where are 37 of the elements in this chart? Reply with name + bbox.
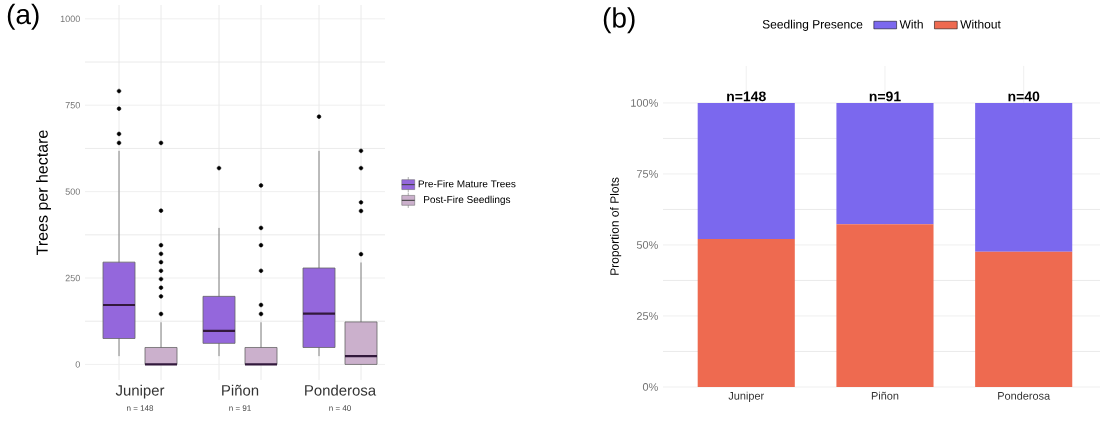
legend-label: Without <box>960 19 1001 29</box>
bar <box>975 251 1073 387</box>
y-tick-label: 750 <box>65 102 80 109</box>
y-tick-label: 1000 <box>60 15 80 23</box>
y-tick-label: 0% <box>642 383 658 391</box>
bar <box>697 238 795 387</box>
bar <box>975 102 1073 252</box>
legend-label: Post-Fire Seedlings <box>424 195 511 206</box>
legend-label: Pre-Fire Mature Trees <box>418 180 516 188</box>
bar <box>697 102 795 239</box>
annotation: n=40 <box>1008 91 1040 102</box>
annotation: n=148 <box>727 91 766 102</box>
x-tick-label: Piñon <box>222 384 259 396</box>
x-tick-label: Juniper <box>115 384 165 399</box>
text: n = 148 <box>127 405 154 411</box>
x-tick-label: Piñon <box>871 391 899 400</box>
y-axis-title: Proportion of Plots <box>609 177 622 275</box>
x-tick-label: Ponderosa <box>998 391 1051 400</box>
x-tick-label: Juniper <box>728 391 764 402</box>
y-axis-title: Trees per hectare <box>36 130 51 255</box>
y-tick-label: 250 <box>65 274 80 282</box>
annotation: n=91 <box>869 91 901 102</box>
text: n = 40 <box>329 405 351 411</box>
legend-title: Seedling Presence <box>762 19 863 31</box>
bar <box>836 224 934 387</box>
y-tick-label: 25% <box>636 312 658 320</box>
y-tick-label: 100% <box>631 99 658 107</box>
y-tick-label: 500 <box>65 188 80 195</box>
bar <box>836 102 934 225</box>
legend-label: With <box>899 19 923 29</box>
y-tick-label: 0 <box>75 361 80 368</box>
chart-title: (a) <box>7 3 39 30</box>
y-tick-label: 75% <box>636 170 658 178</box>
chart-title: (b) <box>603 7 635 34</box>
y-tick-label: 50% <box>636 241 658 249</box>
text: n = 91 <box>229 405 251 411</box>
x-tick-label: Ponderosa <box>305 384 377 396</box>
